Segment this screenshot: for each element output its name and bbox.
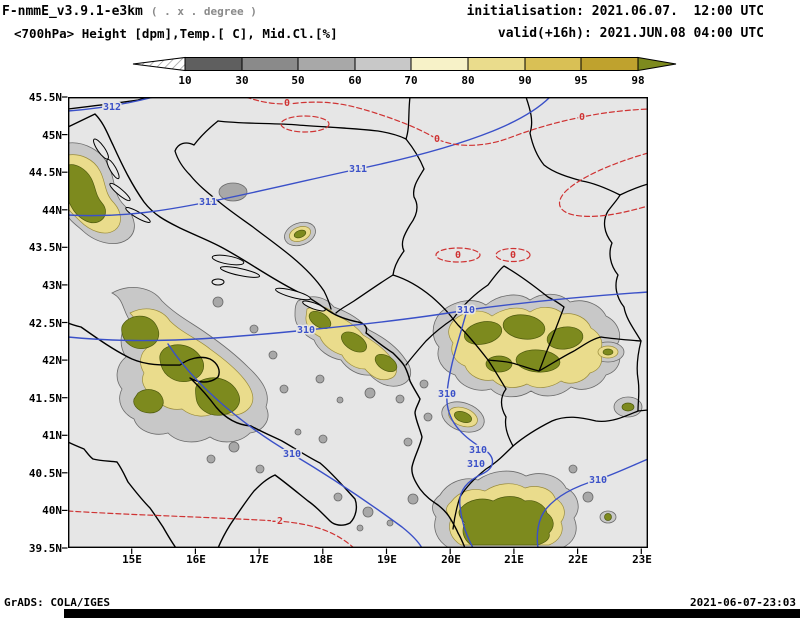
border-albania-greece: [452, 445, 514, 530]
country-borders: [68, 97, 648, 530]
border-macedonia-greece: [512, 410, 639, 447]
lat-label: 44.5N: [28, 166, 62, 179]
lat-label: 39.5N: [28, 542, 62, 555]
map-frame: [67, 96, 648, 549]
contour-labels: 312 311 311 310 310 310 310 310 310 310 …: [101, 97, 608, 529]
temp-contour-label: 0: [579, 112, 585, 123]
lon-label: 18E: [313, 553, 333, 566]
coastlines: [68, 113, 466, 548]
lat-label: 41.5N: [28, 392, 62, 405]
height-contour-label: 310: [297, 325, 315, 336]
lon-label: 17E: [249, 553, 269, 566]
valid-time: valid(+16h): 2021.JUN.08 04:00 UTC: [497, 26, 764, 41]
cloud-shade-olive: [68, 164, 635, 546]
colorbar-label: 50: [291, 74, 305, 87]
colorbar-label: 90: [518, 74, 532, 87]
colorbar-segment: [241, 57, 299, 71]
colorbar-segment: [184, 57, 243, 71]
colorbar-segment: [410, 57, 469, 71]
height-contour-label: 312: [103, 102, 121, 113]
lat-label: 44N: [42, 204, 62, 217]
lon-label: 15E: [122, 553, 142, 566]
border-danube-romania-bulgaria: [619, 183, 648, 196]
colorbar-label: 30: [235, 74, 249, 87]
lat-label: 40.5N: [28, 467, 62, 480]
axis-ticks: [62, 96, 642, 554]
border-albania-macedonia: [487, 359, 514, 447]
border-croatia-serbia: [405, 97, 411, 140]
height-contour-label: 310: [469, 445, 487, 456]
lat-label: 41N: [42, 429, 62, 442]
border-macedonia-bulgaria: [636, 340, 648, 412]
lon-label: 22E: [568, 553, 588, 566]
colorbar-over-arrow: [637, 56, 677, 72]
colorbar-label: 95: [574, 74, 588, 87]
grads-credit: GrADS: COLA/IGES: [4, 596, 110, 609]
temp-contour-label: 0: [510, 250, 516, 261]
temp-contour-label: 0: [284, 98, 290, 109]
colorbar-label: 80: [461, 74, 475, 87]
border-bosnia-serbia-drina: [392, 138, 425, 276]
height-contour-label: 310: [283, 449, 301, 460]
height-contour-label: 310: [438, 389, 456, 400]
border-croatia-bosnia-west: [174, 120, 332, 310]
colorbar-segment: [580, 57, 639, 71]
colorbar-label: 98: [631, 74, 645, 87]
height-contour-label: 311: [349, 164, 367, 175]
lon-label: 19E: [377, 553, 397, 566]
lat-label: 45.5N: [28, 91, 62, 104]
field-title: <700hPa> Height [dpm],Temp.[ C], Mid.Cl.…: [14, 26, 338, 41]
lat-label: 40N: [42, 504, 62, 517]
map-plot: 312 311 311 310 310 310 310 310 310 310 …: [62, 96, 648, 554]
creation-timestamp: 2021-06-07-23:03: [690, 596, 796, 609]
temp-contours: [68, 97, 648, 548]
colorbar-segment: [524, 57, 582, 71]
border-serbia-romania: [525, 97, 621, 196]
lat-label: 42N: [42, 354, 62, 367]
lon-label: 20E: [441, 553, 461, 566]
init-time: initialisation: 2021.06.07. 12:00 UTC: [466, 4, 764, 19]
height-contour-label: 310: [589, 475, 607, 486]
colorbar-label: 10: [178, 74, 192, 87]
colorbar-segment: [354, 57, 412, 71]
height-contour-label: 311: [199, 197, 217, 208]
colorbar-label: 70: [404, 74, 418, 87]
grid-note: ( . x . degree ): [150, 5, 257, 18]
colorbar: [132, 56, 677, 72]
lat-label: 43.5N: [28, 241, 62, 254]
height-contour-label: 310: [457, 305, 475, 316]
colorbar-under-arrow: [132, 56, 186, 72]
bottom-bar: [64, 609, 800, 618]
model-title: F-nmmE_v3.9.1-e3km: [2, 4, 143, 19]
islands: [93, 138, 326, 312]
border-slovenia-croatia: [68, 97, 149, 110]
colorbar-label: 60: [348, 74, 362, 87]
header-line1: F-nmmE_v3.9.1-e3km ( . x . degree ): [2, 4, 257, 19]
border-kosovo: [452, 265, 565, 372]
coastline-italy-tyrrhenian: [68, 441, 177, 548]
height-contours: [68, 97, 648, 548]
border-bosnia-montenegro: [335, 274, 394, 314]
lat-label: 42.5N: [28, 317, 62, 330]
lat-label: 43N: [42, 279, 62, 292]
border-croatia-bosnia-north: [217, 120, 407, 140]
border-serbia-macedonia: [538, 336, 642, 372]
border-serbia-bulgaria: [603, 194, 642, 342]
coastline-adriatic-east: [68, 113, 466, 548]
cloud-specks: [206, 182, 594, 532]
colorbar-segment: [467, 57, 526, 71]
coastline-italy-adriatic: [68, 322, 358, 548]
colorbar-segment: [297, 57, 356, 71]
height-contour-label: 310: [467, 459, 485, 470]
temp-contour-label: -2: [271, 516, 283, 527]
border-montenegro-albania: [405, 318, 454, 366]
temp-contour-label: 0: [434, 134, 440, 145]
lon-label: 21E: [504, 553, 524, 566]
lon-label: 16E: [186, 553, 206, 566]
lon-label: 23E: [632, 553, 652, 566]
temp-contour-label: 0: [455, 250, 461, 261]
lat-label: 45N: [42, 129, 62, 142]
